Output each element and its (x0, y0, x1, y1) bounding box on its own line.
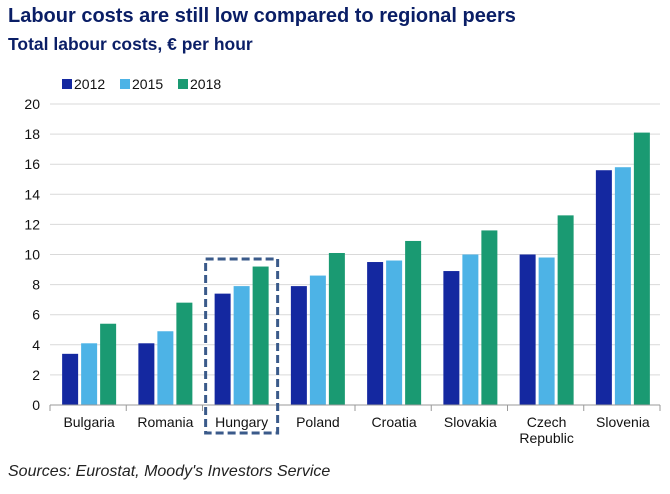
chart-title: Labour costs are still low compared to r… (8, 5, 516, 27)
bar-2018 (252, 266, 269, 405)
highlight-box (204, 257, 280, 435)
legend-swatch (62, 79, 72, 89)
y-tick-label: 4 (32, 337, 40, 353)
bar-2012 (595, 170, 612, 405)
bars (62, 132, 650, 405)
y-tick-label: 16 (24, 156, 40, 172)
bar-2018 (633, 132, 650, 405)
x-tick-label: Bulgaria (63, 414, 115, 430)
bar-2015 (81, 343, 98, 405)
x-tick-label: Czech Republic (519, 414, 573, 446)
bar-2018 (176, 302, 193, 405)
bar-2012 (138, 343, 155, 405)
y-tick-label: 2 (32, 367, 40, 383)
bar-2018 (405, 240, 422, 405)
x-tick-label: Poland (296, 414, 340, 430)
bar-2015 (309, 275, 326, 405)
y-tick-label: 12 (24, 216, 40, 232)
x-axis-tick-labels: Bulgaria Romania Hungary Poland Croatia Slova… (49, 405, 661, 446)
x-tick-label: Croatia (372, 414, 417, 430)
y-tick-label: 20 (24, 96, 40, 112)
y-tick-label: 14 (24, 186, 40, 202)
bar-2015 (386, 260, 403, 405)
y-tick-label: 6 (32, 307, 40, 323)
y-tick-label: 18 (24, 126, 40, 142)
bar-2018 (481, 230, 498, 405)
bar-2012 (214, 293, 231, 405)
bar-2012 (290, 286, 307, 405)
bar-2018 (328, 252, 345, 405)
x-tick-label: Romania (137, 414, 193, 430)
bar-2012 (519, 254, 536, 405)
x-tick-label: Slovakia (444, 414, 497, 430)
legend-label: 2012 (74, 76, 105, 92)
y-axis-tick-labels: 0 2 4 6 8 10 12 14 16 18 20 (24, 96, 40, 413)
x-tick-label: Slovenia (596, 414, 650, 430)
bar-2015 (462, 254, 479, 405)
legend-label: 2015 (132, 76, 163, 92)
bar-2012 (367, 262, 384, 405)
y-tick-label: 10 (24, 247, 40, 263)
legend-swatch (120, 79, 130, 89)
bar-2015 (538, 257, 555, 405)
y-tick-label: 8 (32, 277, 40, 293)
y-tick-label: 0 (32, 397, 40, 413)
legend-label: 2018 (190, 76, 221, 92)
bar-2015 (157, 331, 174, 405)
bar-2012 (443, 271, 460, 405)
bar-2018 (100, 323, 117, 405)
source-note: Sources: Eurostat, Moody's Investors Ser… (8, 463, 331, 480)
bar-2012 (62, 353, 79, 405)
bar-2015 (233, 286, 250, 405)
x-tick-label: Hungary (215, 414, 268, 430)
chart-subtitle: Total labour costs, € per hour (8, 34, 253, 54)
bar-2018 (557, 215, 574, 405)
legend: 2012 2015 2018 (62, 76, 221, 92)
bar-2015 (614, 167, 631, 405)
legend-swatch (178, 79, 188, 89)
